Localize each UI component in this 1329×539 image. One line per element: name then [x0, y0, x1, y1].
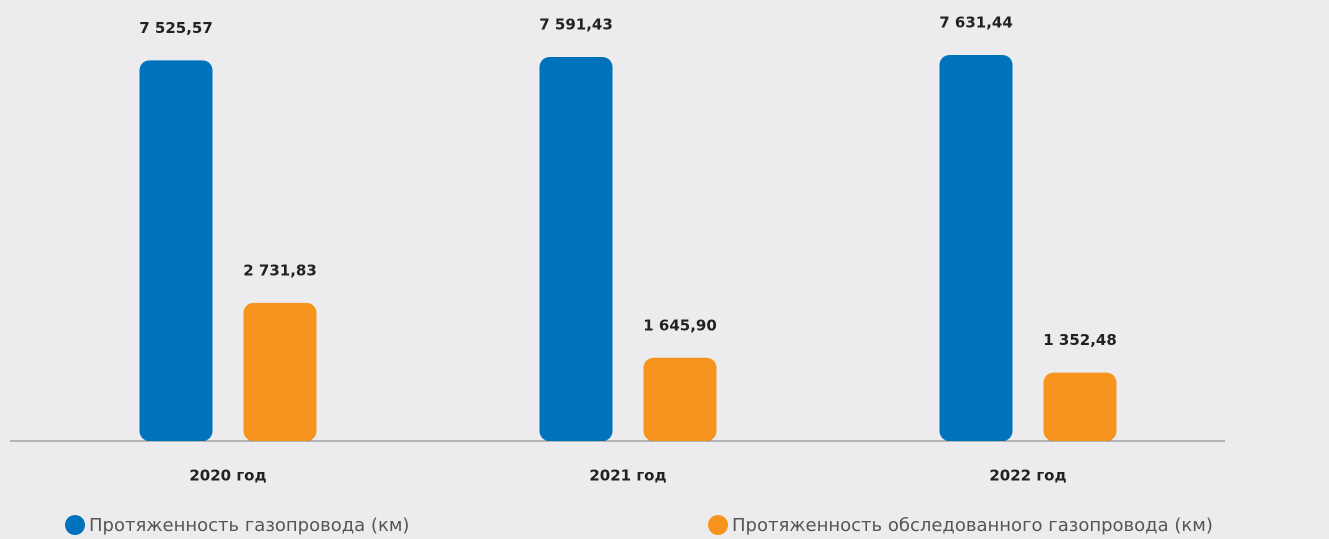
- bar: [243, 302, 317, 441]
- data-label: 1 645,90: [643, 316, 717, 334]
- x-tick-label: 2022 год: [989, 467, 1066, 485]
- legend-label: Протяженность газопровода (км): [89, 515, 409, 536]
- legend-label: Протяженность обследованного газопровода…: [732, 515, 1213, 536]
- bar: [643, 357, 717, 441]
- data-label: 7 591,43: [539, 16, 613, 34]
- x-tick-label: 2021 год: [589, 467, 666, 485]
- data-label: 7 525,57: [139, 19, 213, 37]
- x-tick-label: 2020 год: [189, 467, 266, 485]
- bar: [1043, 372, 1117, 441]
- legend-swatch: [708, 515, 728, 535]
- bar: [539, 57, 613, 442]
- data-label: 2 731,83: [243, 261, 317, 279]
- bar: [939, 55, 1013, 441]
- data-label: 1 352,48: [1043, 331, 1117, 349]
- legend-swatch: [65, 515, 85, 535]
- data-label: 7 631,44: [939, 14, 1013, 32]
- bar: [139, 60, 213, 442]
